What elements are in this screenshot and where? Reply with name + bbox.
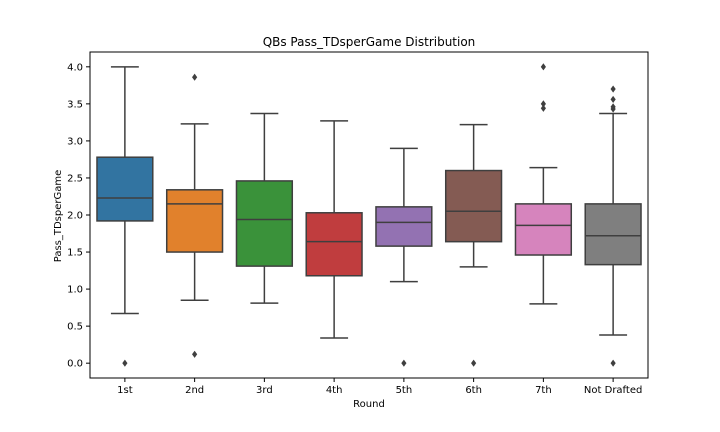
outlier-point — [122, 359, 128, 367]
y-tick-label: 0.0 — [67, 359, 83, 370]
x-tick-label: Not Drafted — [584, 385, 642, 396]
y-axis-label: Pass_TDsperGame — [53, 170, 64, 263]
x-tick-label: 7th — [535, 385, 552, 396]
x-axis-label: Round — [353, 399, 385, 410]
box-4th — [305, 120, 363, 339]
box-5th — [375, 147, 433, 367]
outlier-point — [540, 63, 546, 71]
y-tick-label: 0.5 — [67, 322, 83, 333]
plot-area — [89, 51, 649, 379]
box-1st — [96, 66, 154, 367]
x-tick-label: 6th — [465, 385, 482, 396]
box-3rd — [235, 112, 294, 304]
y-tick-label: 1.5 — [67, 248, 83, 259]
box-iqr — [444, 169, 503, 243]
outlier-point — [192, 350, 198, 358]
box-iqr — [235, 180, 294, 267]
outlier-point — [192, 73, 198, 81]
x-tick-label: 4th — [326, 385, 343, 396]
box-iqr — [375, 206, 433, 247]
y-axis: 0.0 0.5 1.0 1.5 2.0 2.5 3.0 3.5 4.0 — [67, 62, 90, 370]
x-tick-label: 5th — [396, 385, 413, 396]
box-2nd — [165, 73, 224, 358]
outlier-point — [540, 104, 546, 112]
box-iqr — [96, 156, 154, 222]
outlier-point — [610, 359, 616, 367]
outlier-point — [471, 359, 477, 367]
x-tick-label: 3rd — [256, 385, 273, 396]
box-not-drafted — [584, 85, 642, 367]
box-iqr — [165, 189, 224, 253]
box-6th — [444, 123, 503, 367]
x-tick-label: 1st — [117, 385, 133, 396]
y-tick-label: 2.0 — [67, 211, 83, 222]
chart-title: QBs Pass_TDsperGame Distribution — [263, 35, 476, 49]
box-iqr — [584, 203, 642, 266]
y-tick-label: 3.0 — [67, 136, 83, 147]
outlier-point — [610, 105, 616, 113]
y-tick-label: 1.0 — [67, 285, 83, 296]
box-iqr — [305, 212, 363, 277]
x-tick-label: 2nd — [185, 385, 204, 396]
y-tick-label: 4.0 — [67, 62, 83, 73]
x-axis: 1st 2nd 3rd 4th 5th 6th 7th Not Drafted — [117, 378, 642, 396]
outlier-point — [610, 95, 616, 104]
box-iqr — [514, 203, 573, 256]
box-7th — [514, 63, 573, 305]
outlier-point — [540, 100, 546, 108]
y-tick-label: 2.5 — [67, 173, 83, 184]
outlier-point — [401, 359, 407, 367]
y-tick-label: 3.5 — [67, 99, 83, 110]
outlier-point — [610, 85, 616, 93]
